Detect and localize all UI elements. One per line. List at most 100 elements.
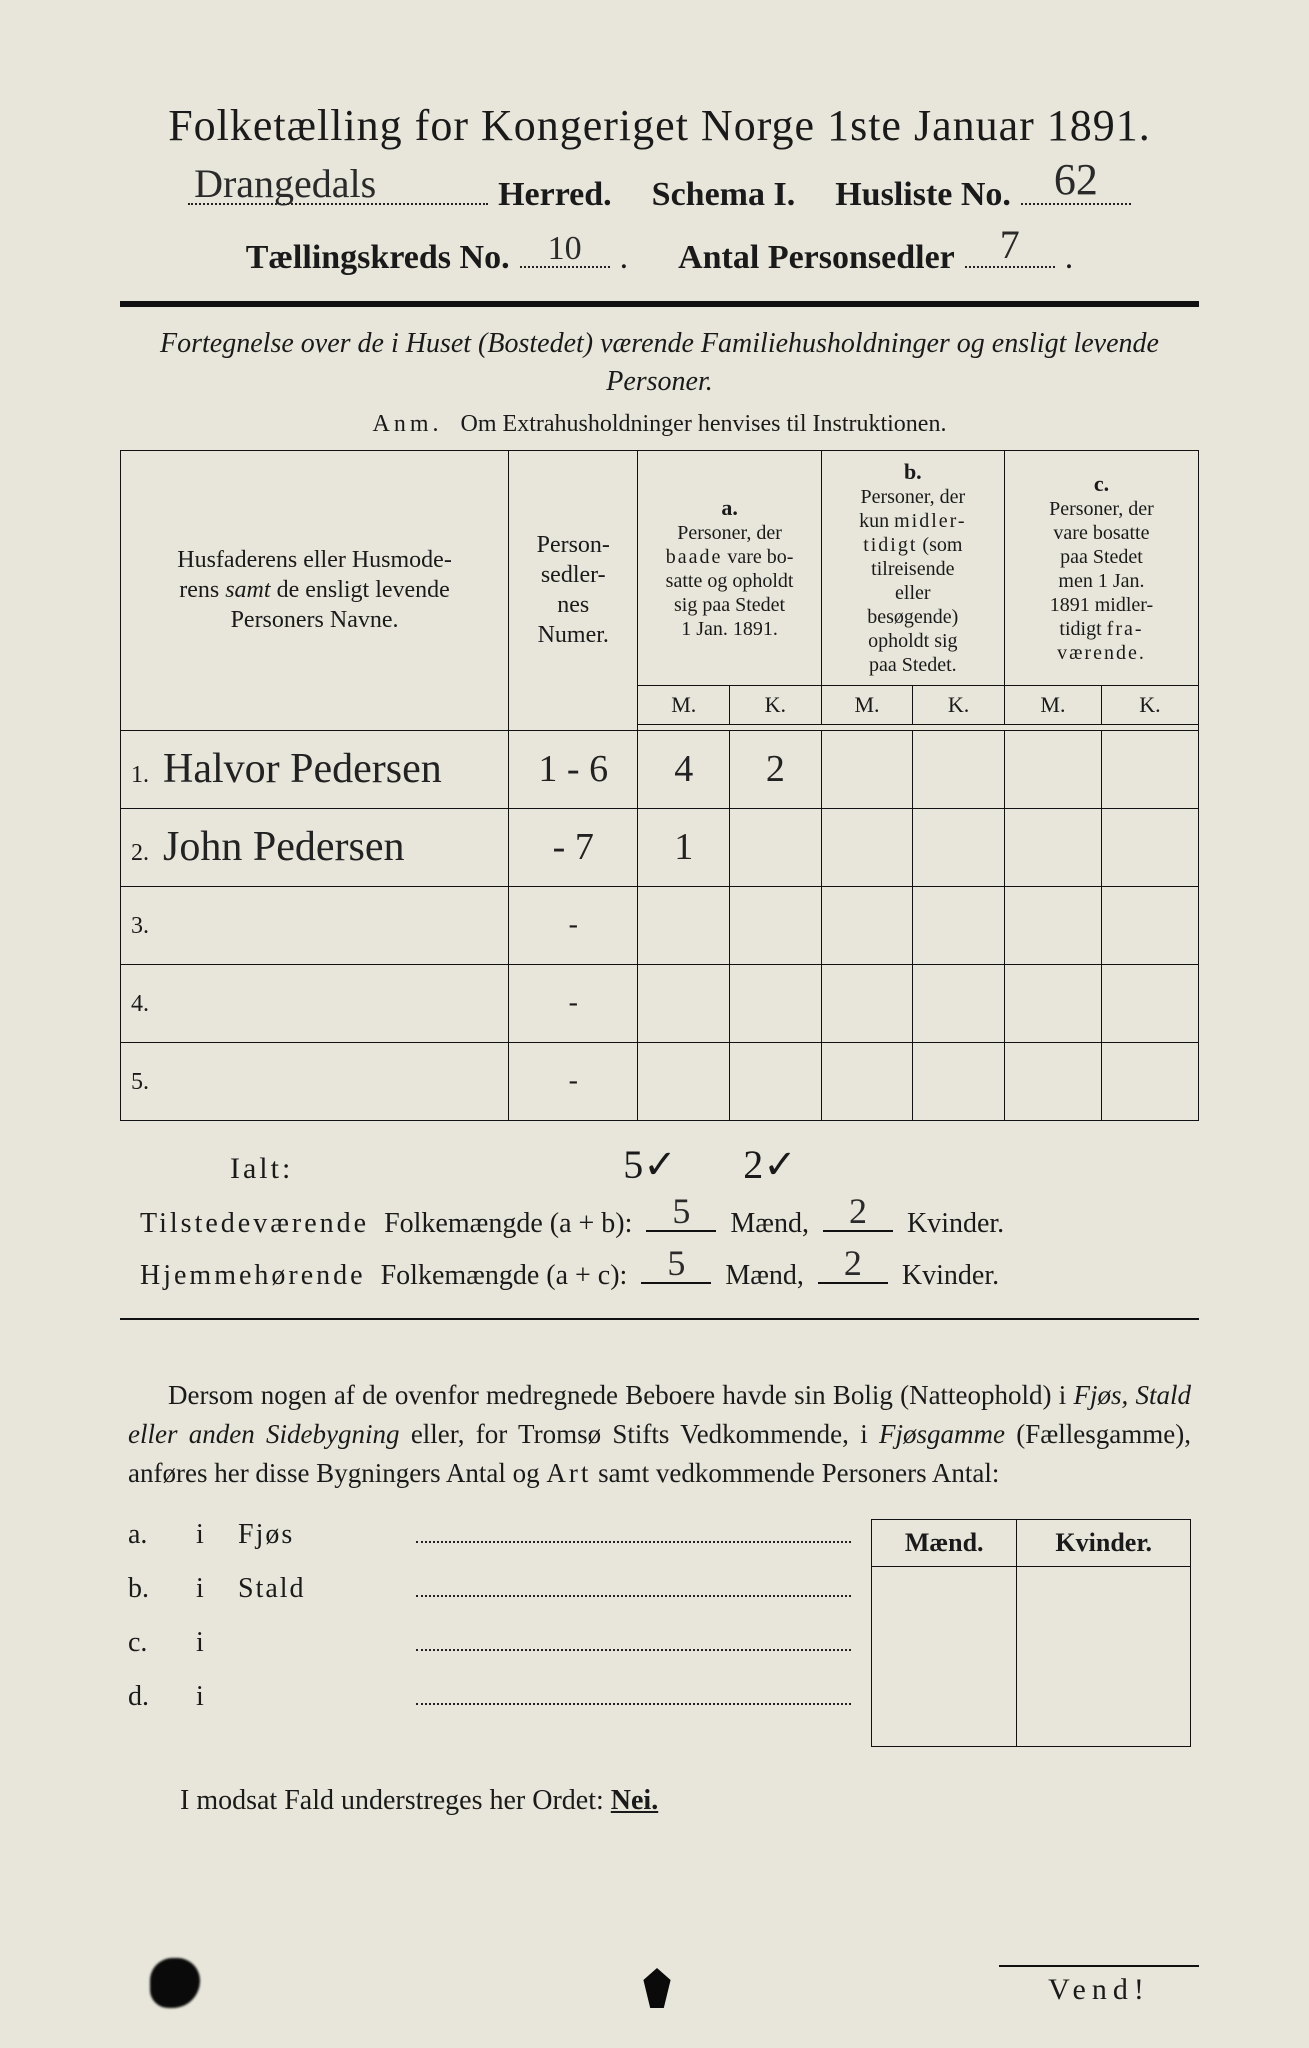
- kreds-label: Tællingskreds No.: [246, 239, 510, 277]
- a-m-cell: [638, 1042, 730, 1120]
- side-in: i: [196, 1627, 220, 1659]
- a-k-cell: [730, 886, 822, 964]
- present-m-field: 5: [646, 1198, 716, 1232]
- person-name: John Pedersen: [163, 823, 404, 871]
- a-k-cell: [730, 964, 822, 1042]
- c-k-cell: [1101, 808, 1198, 886]
- b-k-cell: [913, 886, 1005, 964]
- a-m-cell: [638, 964, 730, 1042]
- table-row: 4.-: [121, 964, 1199, 1042]
- mk-maend-cell: [872, 1567, 1017, 1747]
- b-k-cell: [913, 808, 1005, 886]
- personsedler-value: 7: [1000, 221, 1020, 268]
- side-building-row: d. i: [128, 1681, 851, 1735]
- nei-word: Nei.: [611, 1785, 658, 1816]
- husliste-label: Husliste No.: [835, 176, 1011, 214]
- numer-cell: -: [509, 886, 638, 964]
- divider: [120, 301, 1199, 307]
- header-line-kreds: Tællingskreds No. 10 . Antal Personsedle…: [120, 232, 1199, 277]
- totals-ialt: Ialt: 5✓ 2✓: [120, 1141, 1199, 1188]
- anm-label: Anm.: [373, 411, 443, 437]
- row-number: 1.: [131, 762, 159, 789]
- side-building-row: b.iStald: [128, 1573, 851, 1627]
- b-m-cell: [821, 808, 913, 886]
- c-k-cell: [1101, 730, 1198, 808]
- numer-cell: - 7: [509, 808, 638, 886]
- col-header-b: b. Personer, derkun midler-tidigt (somti…: [821, 450, 1004, 685]
- c-m-cell: [1004, 1042, 1101, 1120]
- table-row: 1.Halvor Pedersen 1 - 642: [121, 730, 1199, 808]
- c-m-cell: [1004, 808, 1101, 886]
- col-a-k: K.: [730, 685, 822, 724]
- page-title: Folketælling for Kongeriget Norge 1ste J…: [120, 100, 1199, 151]
- herred-field: Drangedals: [188, 169, 488, 205]
- kreds-value: 10: [548, 230, 582, 268]
- col-c-m: M.: [1004, 685, 1101, 724]
- b-k-cell: [913, 1042, 1005, 1120]
- row-number: 2.: [131, 840, 159, 867]
- side-key: a.: [128, 1519, 178, 1551]
- col-a-m: M.: [638, 685, 730, 724]
- table-row: 3.-: [121, 886, 1199, 964]
- present-k: 2: [849, 1190, 867, 1232]
- home-m-field: 5: [641, 1250, 711, 1284]
- ialt-k: 2✓: [710, 1141, 830, 1188]
- side-in: i: [196, 1681, 220, 1713]
- side-building-row: c.i: [128, 1627, 851, 1681]
- side-building-name: Fjøs: [238, 1519, 398, 1551]
- table-row: 5. -: [121, 1042, 1199, 1120]
- c-k-cell: [1101, 886, 1198, 964]
- c-k-cell: [1101, 1042, 1198, 1120]
- dotted-line: [416, 1633, 851, 1651]
- husliste-field: 62: [1021, 169, 1131, 205]
- side-building-list: a.iFjøsb.iStaldc.id.i: [128, 1519, 851, 1735]
- dotted-line: [416, 1525, 851, 1543]
- col-header-c: c. Personer, dervare bosattepaa Stedetme…: [1004, 450, 1198, 685]
- personsedler-label: Antal Personsedler: [678, 239, 955, 277]
- c-k-cell: [1101, 964, 1198, 1042]
- personsedler-field: 7: [965, 232, 1055, 268]
- ialt-label: Ialt:: [120, 1152, 440, 1186]
- b-m-cell: [821, 1042, 913, 1120]
- side-building-section: a.iFjøsb.iStaldc.id.i Mænd. Kvinder.: [120, 1519, 1199, 1747]
- a-k-cell: [730, 1042, 822, 1120]
- a-m-cell: 4: [638, 730, 730, 808]
- col-b-m: M.: [821, 685, 913, 724]
- present-k-field: 2: [823, 1198, 893, 1232]
- b-m-cell: [821, 886, 913, 964]
- kvinder-label-2: Kvinder.: [902, 1260, 999, 1292]
- table-row: 2.John Pedersen - 71: [121, 808, 1199, 886]
- row-number: 4.: [131, 991, 159, 1018]
- a-k-cell: [730, 808, 822, 886]
- row-number: 5.: [131, 1069, 159, 1096]
- a-m-cell: [638, 886, 730, 964]
- ialt-m: 5✓: [590, 1141, 710, 1188]
- mk-maend-header: Mænd.: [872, 1520, 1017, 1567]
- side-building-row: a.iFjøs: [128, 1519, 851, 1573]
- present-line: Tilstedeværende Folkemængde (a + b): 5 M…: [120, 1198, 1199, 1240]
- numer-cell: 1 - 6: [509, 730, 638, 808]
- col-c-k: K.: [1101, 685, 1198, 724]
- person-name: Halvor Pedersen: [163, 745, 442, 793]
- vend-label: Vend!: [999, 1965, 1199, 2007]
- b-k-cell: [913, 730, 1005, 808]
- b-k-cell: [913, 964, 1005, 1042]
- mk-table: Mænd. Kvinder.: [871, 1519, 1191, 1747]
- ink-blot: [150, 1958, 200, 2008]
- header-line-herred: Drangedals Herred. Schema I. Husliste No…: [120, 169, 1199, 214]
- c-m-cell: [1004, 886, 1101, 964]
- maend-label: Mænd,: [730, 1208, 809, 1240]
- numer-cell: -: [509, 1042, 638, 1120]
- a-k-cell: 2: [730, 730, 822, 808]
- side-building-paragraph: Dersom nogen af de ovenfor medregnede Be…: [120, 1376, 1199, 1493]
- side-building-name: Stald: [238, 1573, 398, 1605]
- c-m-cell: [1004, 730, 1101, 808]
- nei-line: I modsat Fald understreges her Ordet: Ne…: [120, 1785, 1199, 1817]
- a-m-cell: 1: [638, 808, 730, 886]
- col-header-numer: Person-sedler-nesNumer.: [509, 450, 638, 730]
- present-m: 5: [672, 1190, 690, 1232]
- paper-tear: [640, 1968, 674, 2008]
- side-key: d.: [128, 1681, 178, 1713]
- home-line: Hjemmehørende Folkemængde (a + c): 5 Mæn…: [120, 1250, 1199, 1292]
- b-m-cell: [821, 964, 913, 1042]
